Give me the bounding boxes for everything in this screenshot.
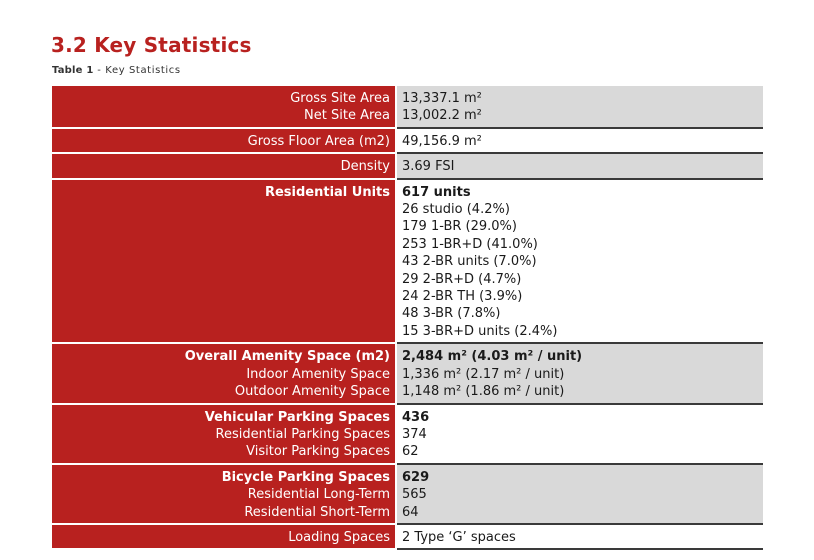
residential-long-term-value: 565: [402, 487, 427, 503]
gross-site-area-label: Gross Site Area: [290, 91, 390, 106]
table-row: Overall Amenity Space (m2) Indoor Amenit…: [52, 343, 763, 405]
row-label-cell: Bicycle Parking Spaces Residential Long-…: [52, 463, 397, 525]
table-row: Bicycle Parking Spaces Residential Long-…: [52, 463, 763, 525]
unit-mix-item: 43 2-BR units (7.0%): [402, 254, 537, 270]
vehicular-parking-value: 436: [402, 409, 430, 425]
table-row: Gross Floor Area (m2) 49,156.9 m²: [52, 127, 763, 155]
vehicular-parking-label: Vehicular Parking Spaces: [204, 409, 390, 425]
residential-short-term-label: Residential Short-Term: [244, 504, 390, 520]
residential-units-total: 617 units: [402, 184, 471, 200]
key-statistics-table: Gross Site Area Net Site Area 13,337.1 m…: [52, 86, 763, 551]
table-row: Residential Units 617 units 26 studio (4…: [52, 178, 763, 345]
caption-text: Key Statistics: [105, 65, 181, 76]
residential-parking-value: 374: [402, 426, 427, 442]
table-row: Gross Site Area Net Site Area 13,337.1 m…: [52, 86, 763, 129]
residential-long-term-label: Residential Long-Term: [247, 487, 390, 503]
unit-mix-item: 15 3-BR+D units (2.4%): [402, 323, 558, 339]
overall-amenity-label: Overall Amenity Space (m2): [184, 349, 390, 365]
indoor-amenity-value: 1,336 m² (2.17 m² / unit): [402, 366, 565, 382]
residential-parking-label: Residential Parking Spaces: [215, 426, 390, 442]
loading-spaces-label: Loading Spaces: [288, 529, 390, 545]
gross-floor-area-value: 49,156.9 m²: [402, 133, 482, 149]
row-label-cell: Gross Floor Area (m2): [52, 127, 397, 155]
row-label-cell: Residential Units: [52, 178, 397, 345]
row-value-cell: 436 374 62: [396, 403, 763, 465]
table-row: Density 3.69 FSI: [52, 153, 763, 180]
gross-floor-area-label: Gross Floor Area (m2): [247, 133, 390, 149]
row-label-cell: Overall Amenity Space (m2) Indoor Amenit…: [52, 343, 397, 405]
row-label-cell: Loading Spaces: [52, 523, 397, 551]
row-value-cell: 13,337.1 m² 13,002.2 m²: [396, 86, 763, 129]
loading-spaces-value: 2 Type ‘G’ spaces: [402, 529, 516, 545]
unit-mix-item: 253 1-BR+D (41.0%): [402, 236, 538, 252]
row-value-cell: 629 565 64: [396, 463, 763, 525]
table-caption: Table 1 - Key Statistics: [52, 65, 181, 76]
unit-mix-item: 179 1-BR (29.0%): [402, 219, 517, 235]
bicycle-parking-value: 629: [402, 469, 430, 485]
row-value-cell: 3.69 FSI: [396, 153, 763, 180]
row-value-cell: 2,484 m² (4.03 m² / unit) 1,336 m² (2.17…: [396, 343, 763, 405]
outdoor-amenity-value: 1,148 m² (1.86 m² / unit): [402, 384, 565, 400]
visitor-parking-value: 62: [402, 444, 419, 460]
net-site-area-label: Net Site Area: [304, 108, 390, 124]
unit-mix-item: 29 2-BR+D (4.7%): [402, 271, 522, 287]
unit-mix-item: 48 3-BR (7.8%): [402, 306, 501, 322]
net-site-area-value: 13,002.2 m²: [402, 108, 482, 124]
row-label-cell: Density: [52, 153, 397, 180]
gross-site-area-value: 13,337.1 m²: [402, 91, 482, 106]
row-label-cell: Gross Site Area Net Site Area: [52, 86, 397, 129]
overall-amenity-value: 2,484 m² (4.03 m² / unit): [402, 349, 583, 365]
visitor-parking-label: Visitor Parking Spaces: [246, 444, 390, 460]
residential-short-term-value: 64: [402, 504, 419, 520]
row-value-cell: 617 units 26 studio (4.2%) 179 1-BR (29.…: [396, 178, 763, 345]
row-label-cell: Vehicular Parking Spaces Residential Par…: [52, 403, 397, 465]
indoor-amenity-label: Indoor Amenity Space: [246, 366, 390, 382]
table-row: Vehicular Parking Spaces Residential Par…: [52, 403, 763, 465]
row-value-cell: 2 Type ‘G’ spaces: [396, 523, 763, 551]
caption-number: Table 1: [52, 65, 94, 76]
bicycle-parking-label: Bicycle Parking Spaces: [221, 469, 390, 485]
residential-units-label: Residential Units: [264, 184, 390, 200]
row-value-cell: 49,156.9 m²: [396, 127, 763, 155]
density-value: 3.69 FSI: [402, 159, 455, 175]
unit-mix-item: 24 2-BR TH (3.9%): [402, 289, 523, 305]
caption-separator: -: [93, 65, 106, 76]
table-row: Loading Spaces 2 Type ‘G’ spaces: [52, 523, 763, 551]
density-label: Density: [340, 159, 390, 175]
outdoor-amenity-label: Outdoor Amenity Space: [234, 384, 390, 400]
page-title: 3.2 Key Statistics: [51, 33, 252, 57]
unit-mix-item: 26 studio (4.2%): [402, 202, 510, 218]
